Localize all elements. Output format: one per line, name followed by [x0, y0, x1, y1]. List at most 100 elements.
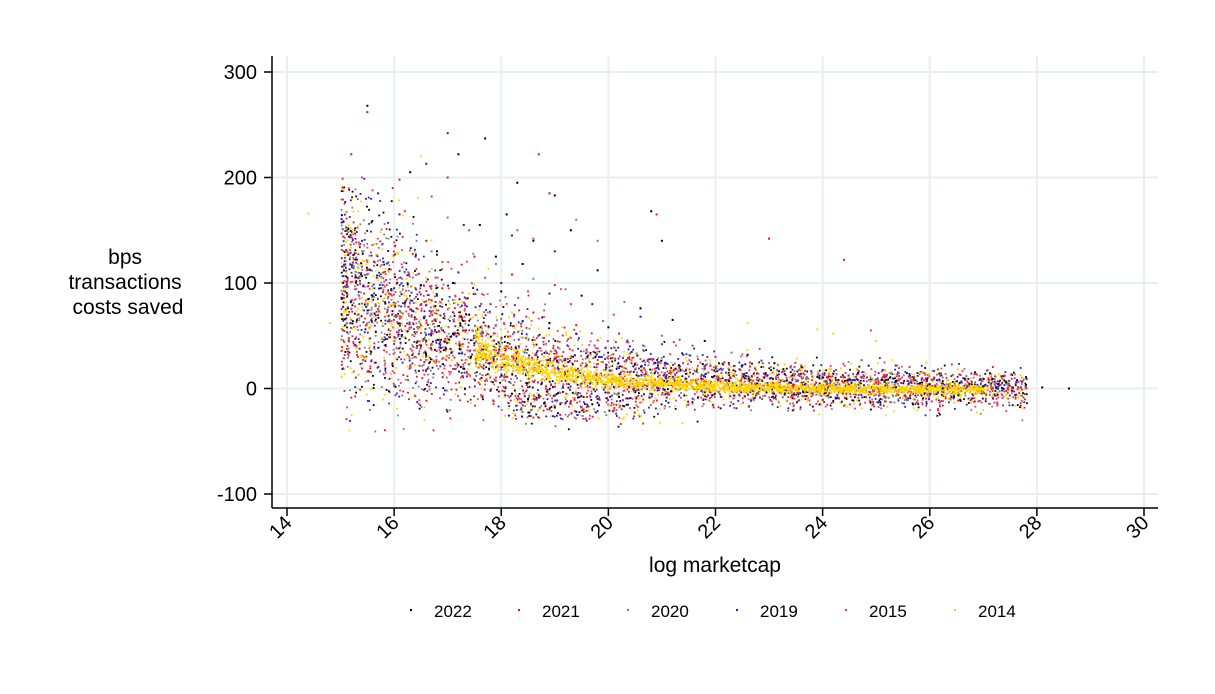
cloud-point	[418, 399, 421, 402]
cloud-point	[576, 376, 579, 378]
cloud-point	[383, 297, 386, 299]
cloud-point	[423, 310, 426, 313]
cloud-point	[907, 397, 909, 400]
cloud-point	[643, 393, 645, 396]
cloud-point	[371, 387, 373, 390]
cloud-point	[553, 367, 556, 370]
cloud-point	[875, 393, 877, 396]
cloud-point	[660, 393, 663, 396]
cloud-point	[860, 359, 863, 361]
cloud-point	[647, 358, 650, 361]
cloud-point	[735, 374, 738, 377]
cloud-point	[425, 370, 427, 372]
cloud-point	[895, 386, 898, 389]
cloud-point	[366, 298, 369, 301]
cloud-point	[436, 325, 439, 328]
cloud-point	[704, 395, 707, 398]
cloud-point	[431, 366, 434, 369]
cloud-point	[764, 375, 767, 378]
cloud-point	[1023, 393, 1026, 395]
cloud-point	[774, 396, 777, 399]
cloud-point	[598, 398, 601, 401]
cloud-point	[928, 394, 931, 397]
cloud-point	[344, 324, 346, 327]
cloud-point	[388, 353, 391, 356]
cloud-point	[628, 356, 631, 359]
cloud-point	[995, 382, 998, 385]
cloud-point	[349, 229, 352, 232]
cloud-point	[453, 334, 455, 336]
cloud-point	[737, 379, 740, 382]
cloud-point	[507, 407, 510, 410]
cloud-point	[611, 383, 613, 386]
cloud-point	[404, 325, 407, 327]
cloud-point	[356, 355, 359, 358]
cloud-point	[453, 302, 455, 305]
cloud-point	[834, 396, 837, 399]
cloud-point	[504, 414, 506, 417]
cloud-point	[707, 394, 709, 397]
cloud-point	[731, 372, 734, 375]
cloud-point	[377, 365, 380, 368]
cloud-point	[772, 377, 774, 380]
cloud-point	[604, 358, 606, 361]
cloud-point	[784, 374, 787, 376]
cloud-point	[772, 395, 774, 398]
cloud-point	[696, 371, 699, 374]
cloud-point	[590, 399, 593, 401]
cloud-point	[830, 402, 833, 404]
cloud-point	[580, 410, 583, 413]
cloud-point	[564, 396, 566, 398]
cloud-point	[623, 416, 625, 419]
cloud-point	[563, 365, 566, 368]
cloud-point	[587, 354, 590, 357]
cloud-point	[401, 266, 404, 269]
cloud-point	[788, 377, 791, 379]
cloud-point	[403, 261, 405, 264]
cloud-point	[794, 373, 797, 375]
cloud-point	[504, 394, 507, 397]
cloud-point	[361, 250, 363, 253]
cloud-point	[577, 367, 579, 370]
cloud-point	[974, 397, 977, 400]
cloud-point	[916, 374, 919, 377]
cloud-point	[591, 415, 594, 418]
cloud-point	[440, 327, 443, 330]
cloud-point	[723, 361, 726, 364]
cloud-point	[882, 404, 885, 407]
cloud-point	[361, 334, 364, 337]
cloud-point	[649, 379, 652, 381]
cloud-point	[696, 355, 699, 358]
cloud-point	[713, 350, 716, 353]
cloud-point	[1010, 377, 1013, 380]
cloud-point	[409, 302, 411, 305]
cloud-point	[390, 235, 393, 238]
cloud-point	[589, 340, 592, 343]
cloud-point	[588, 357, 591, 360]
cloud-point	[463, 371, 466, 374]
cloud-point	[342, 368, 345, 371]
cloud-point	[481, 396, 484, 398]
cloud-point	[1004, 393, 1007, 396]
cloud-point	[395, 366, 398, 369]
cloud-point	[790, 364, 793, 367]
cloud-point	[484, 380, 486, 382]
cloud-point	[508, 405, 511, 407]
cloud-point	[818, 413, 820, 416]
cloud-point	[487, 333, 490, 336]
cloud-point	[592, 362, 595, 365]
cloud-point	[342, 265, 345, 268]
cloud-point	[379, 287, 382, 290]
cloud-point	[345, 348, 348, 350]
cloud-point	[792, 386, 794, 389]
cloud-point	[351, 320, 354, 322]
cloud-point	[398, 317, 401, 320]
cloud-point	[470, 282, 473, 285]
cloud-point	[892, 395, 895, 398]
cloud-point	[657, 368, 660, 371]
cloud-point	[588, 417, 591, 420]
cloud-point	[779, 379, 781, 381]
cloud-point	[781, 368, 784, 371]
cloud-point	[461, 337, 464, 339]
cloud-point	[350, 326, 352, 329]
